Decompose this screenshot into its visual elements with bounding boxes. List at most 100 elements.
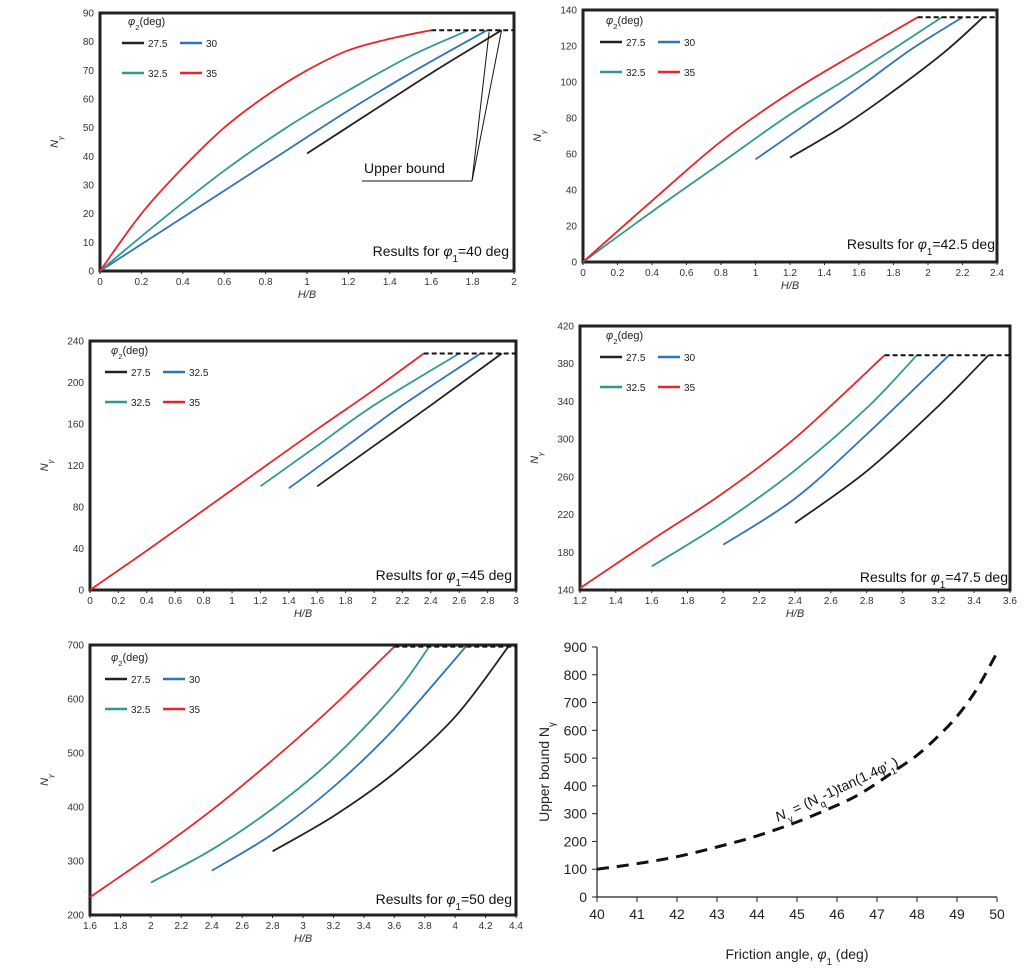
chart-panel-1: 0 0.2 0.4 0.6 0.8 1 1.2 1.4 1.6 1.8 20102030405060… <box>49 9 517 302</box>
legend-label-part: 35 <box>684 383 696 394</box>
y-axis-label-part: N <box>529 456 541 464</box>
y-tick-label: 50 <box>83 123 95 134</box>
x-tick-label-part: 40 <box>589 906 605 922</box>
y-axis-label-part: N <box>39 778 51 786</box>
y-tick-label-part: 600 <box>67 695 84 706</box>
x-tick-label: 2.8 <box>266 921 280 932</box>
x-tick-label-part: 45 <box>789 906 805 922</box>
y-tick-label: 220 <box>557 510 574 521</box>
x-tick-label-part: 3.8 <box>418 921 432 932</box>
legend-label: 35 <box>206 69 218 80</box>
y-tick-label-part: 140 <box>560 6 577 17</box>
x-tick-label: 1.6 <box>424 277 438 288</box>
y-tick-label: 140 <box>560 6 577 17</box>
chart-panel-5: 1.6 1.8 2 2.2 2.4 2.6 2.8 3 3.2 3.4 3.6 3.8 4 4.2 4.4 2… <box>39 641 523 946</box>
x-tick-label: 2.8 <box>481 596 495 607</box>
legend-label: 30 <box>206 39 218 50</box>
x-tick-label-part: 2.2 <box>956 268 970 279</box>
y-tick-label: 160 <box>67 420 84 431</box>
upper-bound-annotation: Upper bound <box>364 160 445 176</box>
y-tick-label-part: 100 <box>564 861 588 877</box>
y-tick-label: 60 <box>566 150 578 161</box>
y-tick-label-part: 20 <box>566 222 578 233</box>
series-line-30 <box>722 354 950 546</box>
results-caption: Results for φ1=42.5 deg <box>847 236 995 258</box>
results-caption-part: Results for <box>847 236 918 252</box>
x-axis-label-part: H/B <box>294 933 312 945</box>
x-tick-label-part: 2 <box>925 268 931 279</box>
y-tick-label: 200 <box>67 378 84 389</box>
legend-label: 32.5 <box>189 368 209 379</box>
legend-title-part: (deg) <box>122 652 148 664</box>
x-tick-label: 0.8 <box>714 268 728 279</box>
x-axis-label-part: 1 <box>826 957 831 968</box>
x-tick-label: 46 <box>829 906 845 922</box>
annotation-leader-2 <box>471 32 490 182</box>
x-tick-label-part: 2 <box>148 921 154 932</box>
x-tick-label-part: 0.6 <box>680 268 694 279</box>
results-caption: Results for φ1=40 deg <box>373 243 509 265</box>
x-tick-label: 3.4 <box>967 596 981 607</box>
legend-label-part: 32.5 <box>626 68 646 79</box>
legend-label-part: 35 <box>206 69 218 80</box>
x-tick-label: 0.6 <box>680 268 694 279</box>
y-tick-label-part: 140 <box>557 586 574 597</box>
y-tick-label-part: 800 <box>564 667 588 683</box>
y-tick-label: 400 <box>67 803 84 814</box>
legend-title: φ2(deg) <box>111 345 148 361</box>
x-axis-label: H/B <box>298 289 316 301</box>
y-tick-label-part: 900 <box>564 639 588 655</box>
x-tick-label: 2.6 <box>235 921 249 932</box>
y-tick-label-part: 10 <box>83 238 95 249</box>
x-tick-label-part: 4.2 <box>479 921 493 932</box>
x-tick-label: 3 <box>900 596 906 607</box>
x-tick-label: 48 <box>909 906 925 922</box>
y-tick-label-part: 40 <box>73 544 85 555</box>
y-tick-label: 0 <box>88 267 94 278</box>
x-tick-label-part: 0.6 <box>217 277 231 288</box>
x-tick-label-part: 50 <box>989 906 1005 922</box>
chart-panel-4: 1.2 1.4 1.6 1.8 2 2.2 2.4 2.6 2.8 3 3.2 3.4 3.6 140 18… <box>529 322 1017 621</box>
x-tick-label: 0.6 <box>217 277 231 288</box>
plot-frame <box>578 324 1012 592</box>
x-axis-label-part: H/B <box>781 280 799 292</box>
legend-title-part: (deg) <box>617 330 643 342</box>
x-tick-label-part: 1.4 <box>609 596 623 607</box>
legend-title: φ2(deg) <box>606 330 643 346</box>
series-line-27-5 <box>316 352 503 488</box>
legend-label: 35 <box>684 68 696 79</box>
plot-frame <box>88 643 518 917</box>
x-tick-label-part: 1.6 <box>852 268 866 279</box>
y-tick-label: 500 <box>67 749 84 760</box>
legend-title-part: φ <box>606 15 613 27</box>
x-tick-label-part: 42 <box>669 906 685 922</box>
series-line-35 <box>579 354 886 589</box>
upper-bound-equation-part: ) <box>890 754 901 770</box>
legend-label: 35 <box>684 383 696 394</box>
y-tick-label: 600 <box>67 695 84 706</box>
x-tick-label-part: 41 <box>629 906 645 922</box>
x-tick-label: 1.2 <box>341 277 355 288</box>
y-tick-label: 70 <box>83 66 95 77</box>
y-tick-label: 260 <box>557 472 574 483</box>
legend-label: 27.5 <box>131 368 151 379</box>
x-tick-label-part: 3.2 <box>931 596 945 607</box>
x-tick-label: 3.6 <box>1003 596 1017 607</box>
legend-label: 32.5 <box>131 705 151 716</box>
y-tick-label: 40 <box>83 152 95 163</box>
y-tick-label: 180 <box>557 548 574 559</box>
y-axis-label: Nγ <box>39 458 55 471</box>
x-tick-label: 2.8 <box>860 596 874 607</box>
y-tick-label: 90 <box>83 9 95 20</box>
x-tick-label: 44 <box>749 906 765 922</box>
series-line-32-5 <box>150 646 431 884</box>
x-tick-label: 1.8 <box>887 268 901 279</box>
y-tick-label: 0 <box>571 258 577 269</box>
x-tick-label-part: 43 <box>709 906 725 922</box>
x-tick-label: 1.8 <box>681 596 695 607</box>
x-tick-label-part: 3.6 <box>387 921 401 932</box>
y-tick-label-part: 300 <box>564 806 588 822</box>
series-line-32-5 <box>651 354 918 568</box>
y-tick-label-part: 700 <box>67 641 84 652</box>
y-tick-label-part: 300 <box>67 857 84 868</box>
